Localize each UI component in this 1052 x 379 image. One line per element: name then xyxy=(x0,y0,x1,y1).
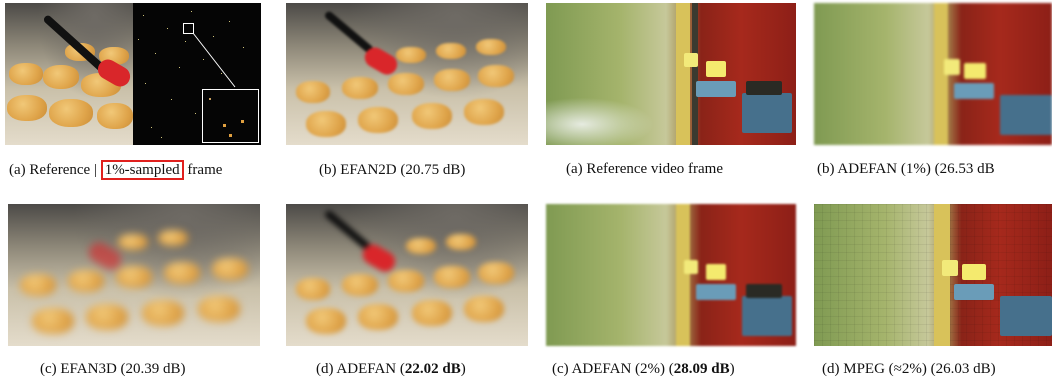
zoom-region-box xyxy=(183,23,194,34)
zoom-connector-line xyxy=(192,32,236,88)
mpeg-2pct-image xyxy=(814,204,1052,346)
caption-efan2d: (b) EFAN2D (20.75 dB) xyxy=(319,162,466,178)
adefan-2pct-image xyxy=(546,204,796,346)
highlight-box: 1%-sampled xyxy=(100,160,184,180)
caption-adefan-1pct: (b) ADEFAN (1%) (26.53 dB xyxy=(817,161,995,177)
reference-frame-image xyxy=(5,3,133,145)
efan3d-image xyxy=(8,204,260,346)
caption-reference-video: (a) Reference video frame xyxy=(566,161,723,177)
adefan-image xyxy=(286,204,528,346)
caption-adefan-2pct: (c) ADEFAN (2%) (28.09 dB) xyxy=(552,361,735,377)
reference-video-frame-image xyxy=(546,3,796,145)
efan2d-image xyxy=(286,3,528,145)
caption-adefan: (d) ADEFAN (22.02 dB) xyxy=(316,361,466,377)
adefan-1pct-image xyxy=(814,3,1052,145)
caption-reference-sampled: (a) Reference | 1%-sampled frame xyxy=(9,160,223,180)
caption-efan3d: (c) EFAN3D (20.39 dB) xyxy=(40,361,186,377)
zoom-inset xyxy=(202,89,259,143)
sampled-frame-image xyxy=(133,3,261,145)
caption-mpeg: (d) MPEG (≈2%) (26.03 dB) xyxy=(822,361,996,377)
